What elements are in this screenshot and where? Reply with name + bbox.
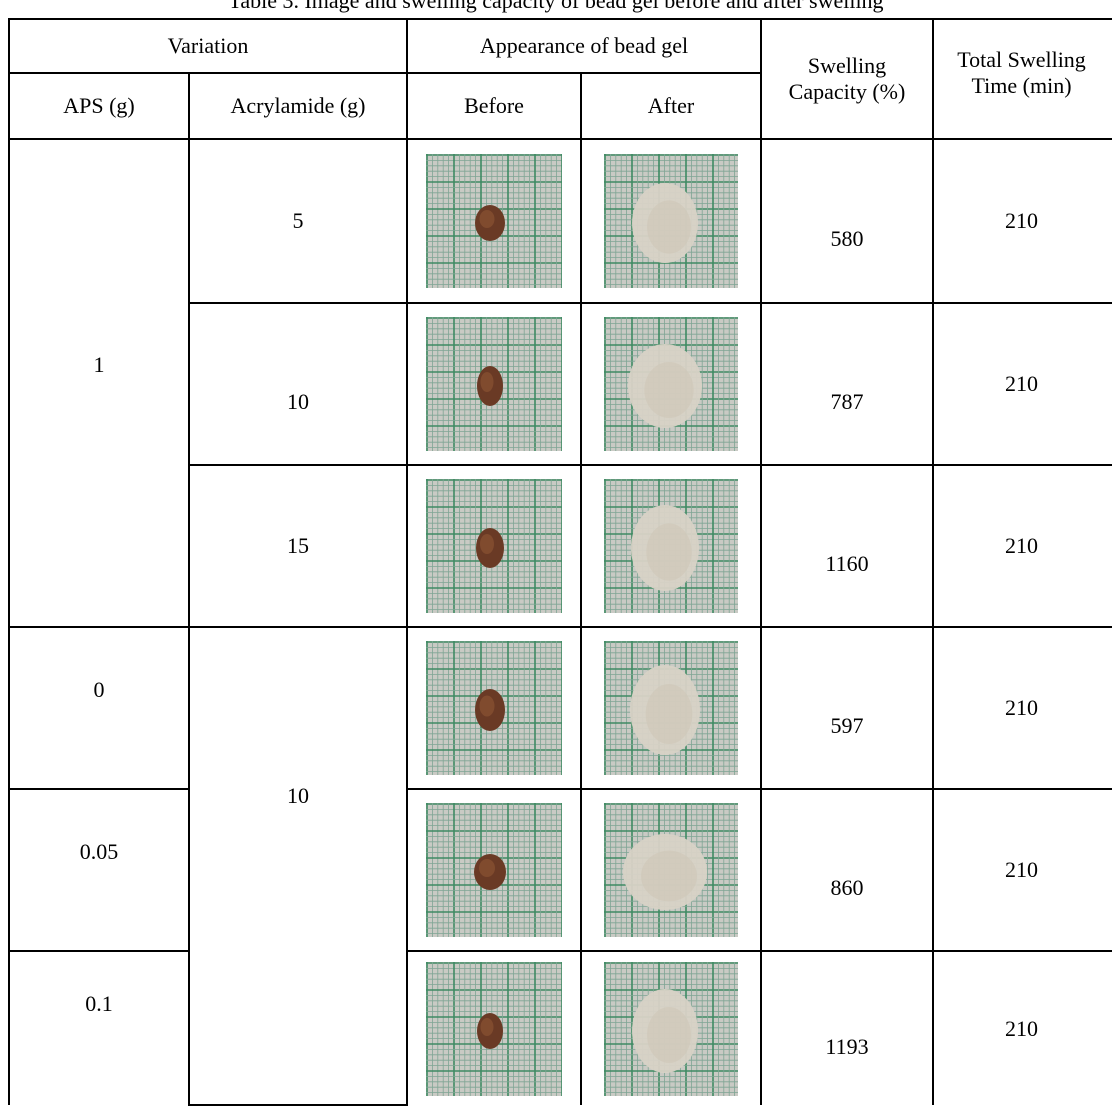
photo-cell bbox=[581, 465, 761, 627]
photo-cell bbox=[581, 951, 761, 1105]
table-caption: Table 3. Image and swelling capacity of … bbox=[0, 0, 1112, 14]
cell: 15 bbox=[189, 465, 407, 627]
header-cell: Acrylamide (g) bbox=[189, 73, 407, 139]
cell: 597 bbox=[761, 627, 933, 789]
header-cell: After bbox=[581, 73, 761, 139]
bead-photo bbox=[604, 641, 738, 775]
cell: 210 bbox=[933, 951, 1112, 1105]
table: Variation Appearance of bead gel Swellin… bbox=[8, 18, 1112, 1106]
photo-cell bbox=[407, 789, 581, 951]
cell: 860 bbox=[761, 789, 933, 951]
photo-cell bbox=[581, 303, 761, 465]
header-cell: Total Swelling Time (min) bbox=[933, 19, 1112, 139]
cell: 0 bbox=[9, 627, 189, 789]
bead-photo bbox=[426, 479, 562, 613]
cell: 210 bbox=[933, 789, 1112, 951]
bead-photo bbox=[604, 479, 738, 613]
cell: 10 bbox=[189, 303, 407, 465]
cell: 210 bbox=[933, 303, 1112, 465]
cell: 0.05 bbox=[9, 789, 189, 951]
bead-photo bbox=[604, 317, 738, 451]
bead-photo bbox=[426, 641, 562, 775]
photo-cell bbox=[407, 951, 581, 1105]
bead-photo bbox=[426, 803, 562, 937]
bead-photo bbox=[426, 154, 562, 288]
photo-cell bbox=[407, 303, 581, 465]
cell: 1160 bbox=[761, 465, 933, 627]
cell: 787 bbox=[761, 303, 933, 465]
cell: 10 bbox=[189, 627, 407, 1105]
photo-cell bbox=[581, 627, 761, 789]
bead-photo bbox=[426, 962, 562, 1096]
cell: 210 bbox=[933, 627, 1112, 789]
photo-cell bbox=[407, 627, 581, 789]
header-cell: Variation bbox=[9, 19, 407, 73]
bead-photo bbox=[426, 317, 562, 451]
cell: 210 bbox=[933, 139, 1112, 303]
cell: 1193 bbox=[761, 951, 933, 1105]
cell: 1 bbox=[9, 139, 189, 627]
photo-cell bbox=[581, 139, 761, 303]
header-cell: Swelling Capacity (%) bbox=[761, 19, 933, 139]
header-cell: APS (g) bbox=[9, 73, 189, 139]
header-cell: Before bbox=[407, 73, 581, 139]
bead-photo bbox=[604, 803, 738, 937]
header-cell: Appearance of bead gel bbox=[407, 19, 761, 73]
cell: 210 bbox=[933, 465, 1112, 627]
photo-cell bbox=[581, 789, 761, 951]
photo-cell bbox=[407, 139, 581, 303]
cell: 580 bbox=[761, 139, 933, 303]
bead-photo bbox=[604, 962, 738, 1096]
bead-photo bbox=[604, 154, 738, 288]
cell: 0.1 bbox=[9, 951, 189, 1105]
page: {"caption": "Table 3. Image and swelling… bbox=[0, 0, 1112, 1102]
cell: 5 bbox=[189, 139, 407, 303]
photo-cell bbox=[407, 465, 581, 627]
